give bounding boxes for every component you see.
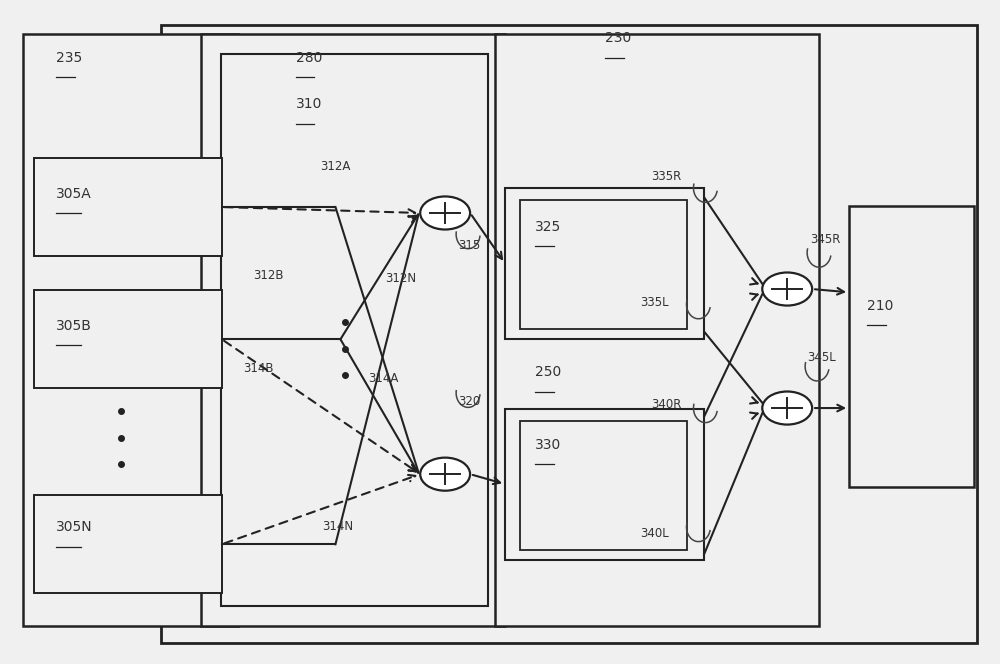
Text: 345L: 345L bbox=[807, 351, 836, 363]
Bar bbox=[221, 54, 488, 606]
Bar bbox=[34, 495, 222, 593]
Circle shape bbox=[762, 392, 812, 424]
Circle shape bbox=[420, 197, 470, 230]
Bar bbox=[161, 25, 977, 643]
Text: 312A: 312A bbox=[320, 160, 351, 173]
Text: 340L: 340L bbox=[641, 527, 669, 540]
Text: 305A: 305A bbox=[56, 187, 92, 201]
Bar bbox=[201, 35, 505, 626]
Text: 235: 235 bbox=[56, 51, 82, 65]
Text: 314N: 314N bbox=[322, 521, 354, 533]
Text: 250: 250 bbox=[535, 365, 561, 379]
Text: 305N: 305N bbox=[56, 521, 93, 535]
Text: 230: 230 bbox=[605, 31, 631, 45]
Circle shape bbox=[762, 272, 812, 305]
Text: 330: 330 bbox=[535, 438, 561, 452]
Text: 315: 315 bbox=[458, 240, 480, 252]
Bar bbox=[520, 421, 687, 550]
Text: 280: 280 bbox=[296, 51, 322, 65]
Text: 340R: 340R bbox=[652, 398, 682, 411]
Text: 345R: 345R bbox=[810, 233, 841, 246]
Circle shape bbox=[420, 457, 470, 491]
Text: 314B: 314B bbox=[243, 362, 273, 374]
Text: 320: 320 bbox=[458, 395, 480, 408]
Text: 335L: 335L bbox=[641, 295, 669, 309]
Bar bbox=[505, 188, 704, 339]
Text: 312N: 312N bbox=[385, 272, 416, 286]
Bar bbox=[34, 290, 222, 388]
Bar bbox=[520, 200, 687, 329]
Bar bbox=[495, 35, 819, 626]
Bar bbox=[23, 35, 238, 626]
Text: 210: 210 bbox=[867, 299, 893, 313]
Text: 305B: 305B bbox=[56, 319, 92, 333]
Text: 312B: 312B bbox=[253, 269, 283, 282]
Bar bbox=[849, 207, 974, 487]
Bar bbox=[34, 158, 222, 256]
Text: 325: 325 bbox=[535, 220, 561, 234]
Text: 335R: 335R bbox=[652, 170, 682, 183]
Bar bbox=[505, 410, 704, 560]
Text: 314A: 314A bbox=[368, 372, 399, 384]
Text: 310: 310 bbox=[296, 97, 322, 112]
